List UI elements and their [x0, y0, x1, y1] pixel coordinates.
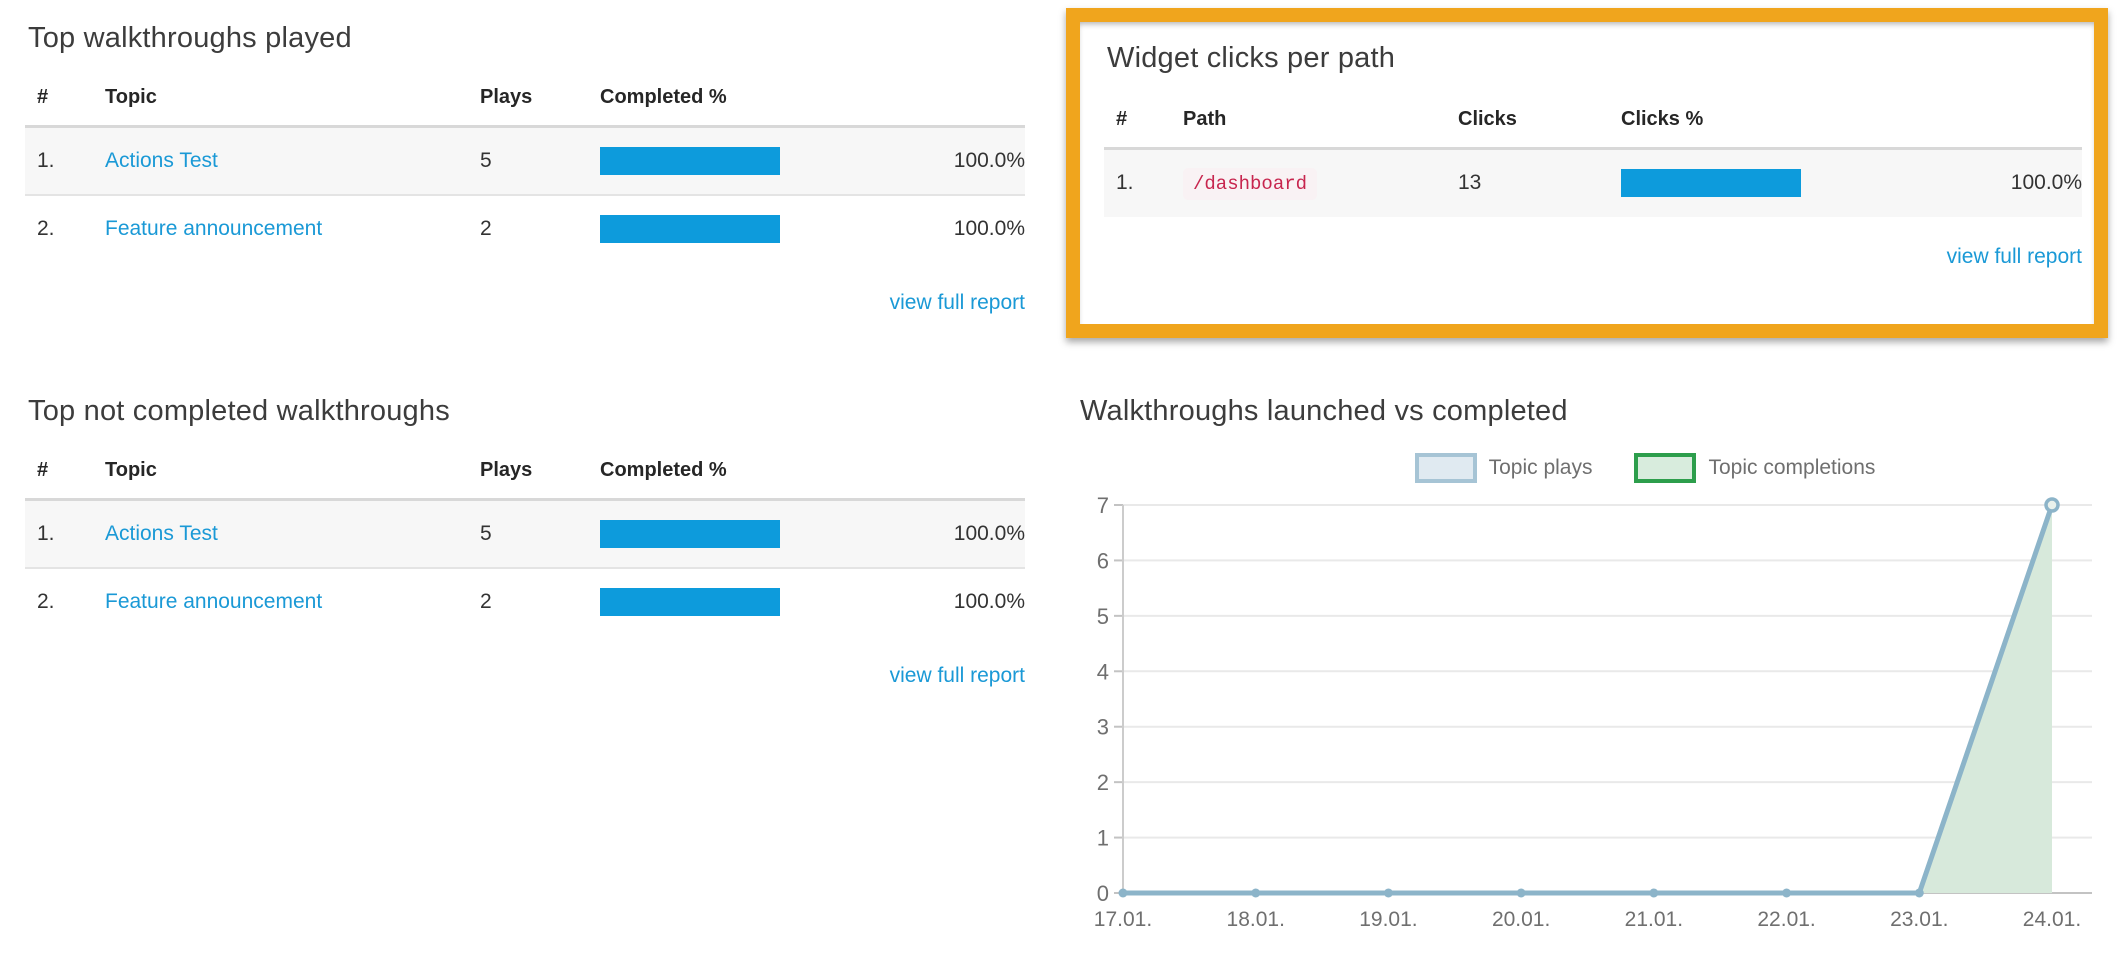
svg-text:19.01.: 19.01.: [1359, 908, 1417, 931]
topic-link[interactable]: Actions Test: [105, 148, 218, 172]
svg-text:7: 7: [1097, 493, 1109, 518]
completed-bar: [600, 588, 780, 616]
column-header-completed-pct: Completed %: [600, 459, 727, 481]
legend-item-topic-completions[interactable]: Topic completions: [1634, 453, 1875, 483]
table-header-row: # Topic Plays Completed %: [25, 459, 1025, 500]
panel-title: Top walkthroughs played: [28, 22, 352, 54]
svg-text:18.01.: 18.01.: [1227, 908, 1285, 931]
panel-title: Widget clicks per path: [1107, 42, 1396, 74]
clicks-bar: [1621, 169, 1801, 198]
pct-cell: 100.0%: [953, 521, 1025, 545]
completed-bar: [600, 215, 780, 243]
svg-text:22.01.: 22.01.: [1757, 908, 1815, 931]
svg-text:0: 0: [1097, 881, 1109, 906]
table-row: 2. Feature announcement 2 100.0%: [25, 567, 1025, 636]
clicks-cell: 13: [1458, 171, 1482, 195]
table-header-row: # Path Clicks Clicks %: [1104, 108, 2083, 149]
rank-cell: 2.: [37, 590, 55, 613]
path-code: /dashboard: [1183, 168, 1318, 201]
svg-text:23.01.: 23.01.: [1890, 908, 1948, 931]
completed-bar: [600, 519, 780, 548]
panel-walkthroughs-chart: Walkthroughs launched vs completed Topic…: [1080, 385, 2110, 950]
topic-link[interactable]: Actions Test: [105, 521, 218, 545]
panel-top-not-completed-walkthroughs: Top not completed walkthroughs # Topic P…: [25, 385, 1025, 688]
chart-legend: Topic plays Topic completions: [1130, 453, 2118, 483]
svg-text:24.01.: 24.01.: [2023, 908, 2081, 931]
column-header-clicks: Clicks: [1458, 108, 1517, 130]
completed-bar: [600, 146, 780, 175]
plays-cell: 2: [480, 590, 492, 613]
column-header-path: Path: [1183, 108, 1227, 130]
column-header-topic: Topic: [105, 86, 157, 108]
widget-clicks-table: # Path Clicks Clicks % 1. /dashboard 13 …: [1104, 108, 2083, 217]
panel-title: Top not completed walkthroughs: [28, 395, 450, 427]
table-row: 1. Actions Test 5 100.0%: [25, 499, 1025, 568]
svg-text:3: 3: [1097, 715, 1109, 740]
topic-link[interactable]: Feature announcement: [105, 590, 323, 613]
svg-text:1: 1: [1097, 826, 1109, 851]
legend-swatch: [1414, 453, 1477, 483]
svg-text:6: 6: [1097, 548, 1109, 573]
view-full-report-link[interactable]: view full report: [1946, 244, 2082, 268]
rank-cell: 1.: [1116, 171, 1134, 195]
table-row: 1. /dashboard 13 100.0%: [1104, 148, 2083, 217]
rank-cell: 2.: [37, 217, 55, 240]
not-completed-table: # Topic Plays Completed % 1. Actions Tes…: [25, 459, 1025, 636]
column-header-plays: Plays: [480, 86, 533, 108]
table-header-row: # Topic Plays Completed %: [25, 86, 1025, 127]
svg-text:21.01.: 21.01.: [1625, 908, 1683, 931]
legend-label: Topic plays: [1488, 456, 1593, 479]
legend-item-topic-plays[interactable]: Topic plays: [1414, 453, 1593, 483]
column-header-topic: Topic: [105, 459, 157, 481]
column-header-plays: Plays: [480, 459, 533, 481]
column-header-completed-pct: Completed %: [600, 86, 727, 108]
view-full-report-link[interactable]: view full report: [889, 290, 1025, 314]
walkthrough-chart-svg: 0 1 2 3 4 5 6 7 17.01. 18.01. 19.01. 20.01. 21.01. 22…: [1094, 493, 2092, 931]
svg-text:4: 4: [1097, 659, 1109, 684]
pct-cell: 100.0%: [953, 217, 1025, 240]
plays-cell: 5: [480, 521, 492, 545]
pct-cell: 100.0%: [953, 590, 1025, 613]
table-row: 2. Feature announcement 2 100.0%: [25, 194, 1025, 263]
pct-cell: 100.0%: [2010, 171, 2083, 195]
panel-widget-clicks-per-path-highlighted: Widget clicks per path # Path Clicks Cli…: [1066, 8, 2108, 338]
plays-cell: 5: [480, 148, 492, 172]
column-header-rank: #: [1116, 108, 1128, 130]
panel-top-walkthroughs-played: Top walkthroughs played # Topic Plays Co…: [25, 12, 1025, 315]
rank-cell: 1.: [37, 521, 55, 545]
topic-link[interactable]: Feature announcement: [105, 217, 323, 240]
chart-title: Walkthroughs launched vs completed: [1080, 395, 1568, 427]
column-header-clicks-pct: Clicks %: [1621, 108, 1704, 130]
rank-cell: 1.: [37, 148, 55, 172]
plays-cell: 2: [480, 217, 492, 240]
svg-text:5: 5: [1097, 604, 1109, 629]
view-full-report-link[interactable]: view full report: [889, 663, 1025, 687]
table-row: 1. Actions Test 5 100.0%: [25, 126, 1025, 195]
legend-swatch: [1634, 453, 1697, 483]
svg-text:17.01.: 17.01.: [1094, 908, 1152, 931]
svg-text:2: 2: [1097, 770, 1109, 795]
top-played-table: # Topic Plays Completed % 1. Actions Tes…: [25, 86, 1025, 263]
column-header-rank: #: [37, 459, 49, 481]
svg-text:20.01.: 20.01.: [1492, 908, 1550, 931]
pct-cell: 100.0%: [953, 148, 1025, 172]
legend-label: Topic completions: [1708, 456, 1876, 479]
column-header-rank: #: [37, 86, 49, 108]
